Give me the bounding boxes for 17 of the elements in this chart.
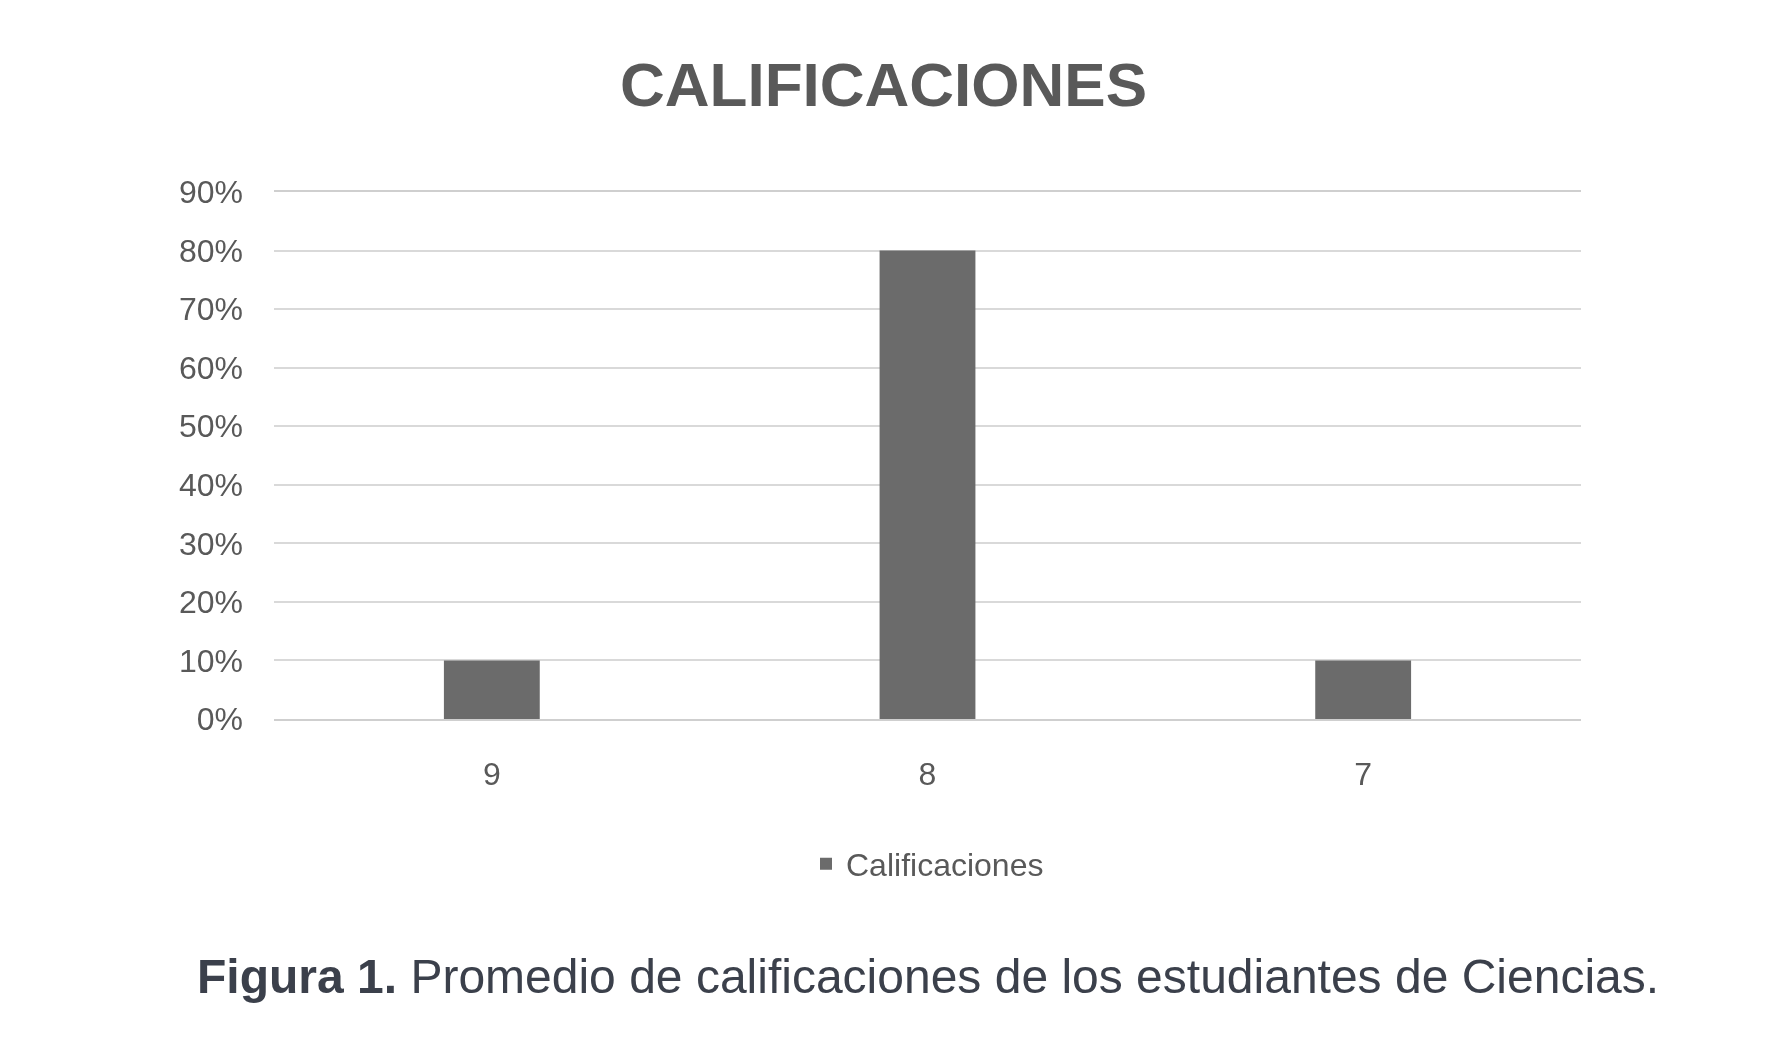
text: Promedio de calificaciones de los estudiantes de Ciencias. [410,950,1660,1003]
x-tick-label: 9 [482,756,501,793]
y-tick-label: 20% [178,584,243,621]
text: Figura 1. [197,950,398,1003]
y-tick-label: 60% [178,349,243,386]
y-tick-label: 50% [178,408,243,445]
chart-title: CALIFICACIONES [620,50,1147,120]
x-tick-label: 7 [1354,756,1373,793]
y-tick-label: 70% [178,291,243,328]
y-tick-label: 80% [178,232,243,269]
y-tick-label: 10% [178,642,243,679]
y-tick-label: 90% [178,174,243,211]
legend-label: Calificaciones [846,847,1044,884]
y-tick-label: 0% [196,701,243,738]
y-tick-label: 30% [178,525,243,562]
x-tick-label: 8 [918,756,937,793]
y-tick-label: 40% [178,466,243,503]
